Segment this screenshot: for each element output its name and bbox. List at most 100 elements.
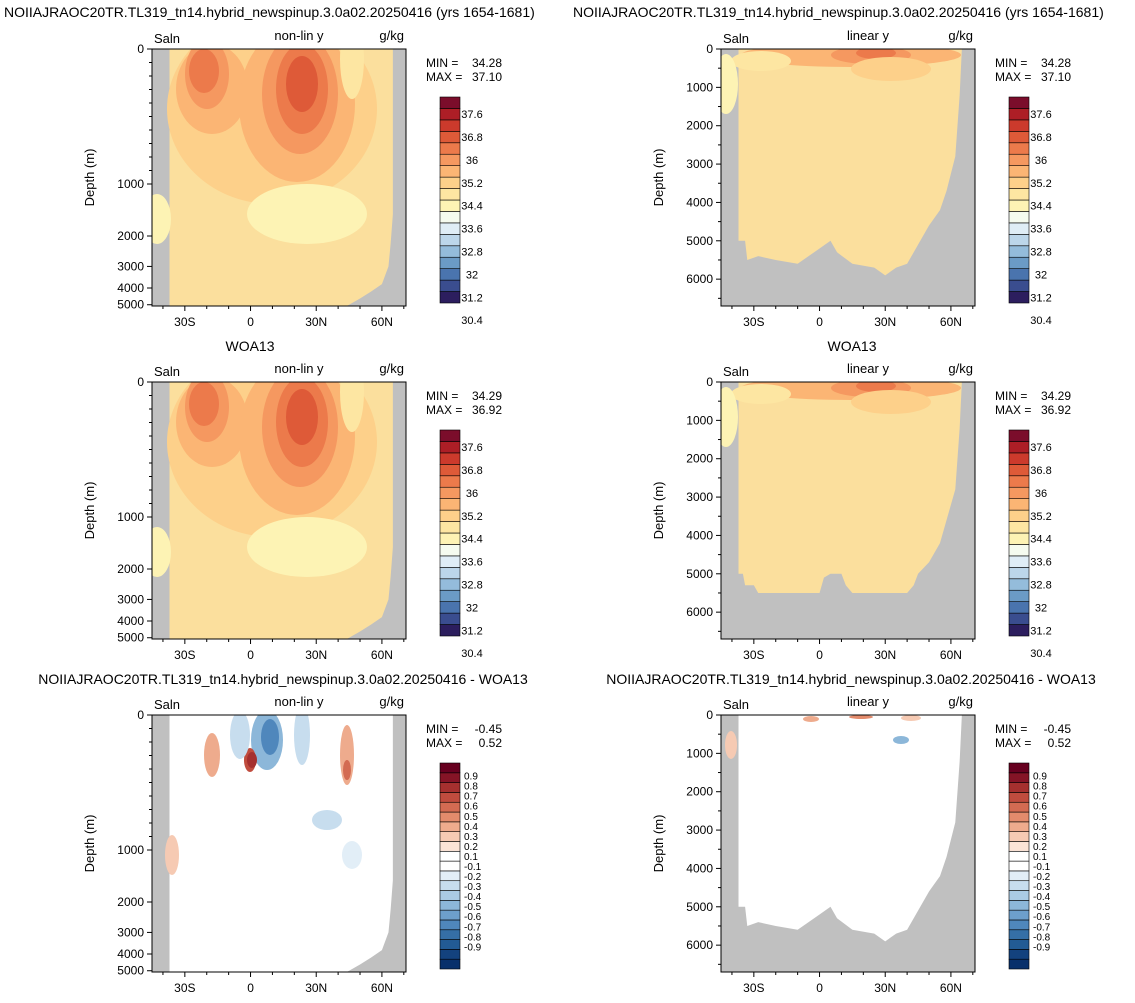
y-tick-label: 0 — [137, 708, 144, 722]
y-tick-label: 1000 — [686, 413, 713, 427]
colorbar-label: 32 — [1035, 602, 1047, 614]
colorbar: 37.6 36.8 36 35.2 34.4 33.6 32.8 32 31.2 30.4 — [1008, 96, 1052, 327]
ocean-field — [169, 715, 393, 972]
y-axis-label: Depth (m) — [82, 149, 97, 207]
colorbar-swatch — [439, 211, 461, 224]
contour-fill — [856, 49, 896, 59]
contour-fill — [286, 389, 318, 445]
contour-fill — [849, 715, 873, 719]
y-tick-label: 1000 — [117, 177, 144, 191]
colorbar-swatch — [439, 601, 461, 614]
colorbar-label: -0.7 — [464, 922, 482, 933]
colorbar-swatch — [439, 909, 461, 921]
contour-fill — [901, 715, 921, 721]
colorbar-label: 33.6 — [461, 557, 482, 569]
colorbar-label: 33.6 — [1030, 557, 1051, 569]
field-label: Saln — [154, 31, 180, 46]
colorbar-swatch — [439, 441, 461, 454]
colorbar-swatch — [439, 555, 461, 568]
min-label: MIN = — [426, 722, 458, 736]
colorbar-swatch — [439, 821, 461, 832]
colorbar-swatch — [1008, 949, 1030, 960]
colorbar-label: 37.6 — [461, 109, 482, 121]
colorbar-swatch — [1008, 291, 1030, 304]
colorbar-swatch — [1008, 464, 1030, 477]
max-value: 37.10 — [1041, 70, 1071, 84]
colorbar-label: 31.2 — [461, 292, 482, 304]
x-tick-label: 60N — [940, 315, 962, 329]
x-tick-label: 30N — [305, 315, 327, 329]
colorbar-swatch — [1008, 142, 1030, 155]
x-tick-label: 60N — [940, 648, 962, 662]
colorbar-swatch — [1008, 624, 1030, 637]
max-label: MAX = — [426, 403, 462, 417]
x-tick-label: 60N — [371, 981, 393, 995]
colorbar-swatch — [1008, 475, 1030, 488]
contour-fill — [731, 384, 791, 404]
colorbar-swatch — [439, 841, 461, 852]
colorbar-swatch — [1008, 762, 1030, 774]
colorbar-label: 0.9 — [1033, 772, 1047, 783]
contour-fill — [803, 716, 819, 722]
ocean-field — [738, 382, 962, 593]
colorbar-swatch — [439, 782, 461, 793]
colorbar-swatch — [439, 245, 461, 258]
colorbar-label: 34.4 — [1030, 534, 1051, 546]
colorbar-swatch — [439, 544, 461, 557]
y-axis-label: Depth (m) — [82, 482, 97, 540]
colorbar-swatch — [439, 521, 461, 534]
y-tick-label: 5000 — [686, 234, 713, 248]
colorbar-swatch — [1008, 860, 1030, 872]
contour-fill — [294, 715, 310, 765]
colorbar-swatch — [1008, 544, 1030, 557]
y-tick-label: 0 — [706, 375, 713, 389]
x-tick-label: 60N — [371, 315, 393, 329]
y-tick-label: 2000 — [117, 895, 144, 909]
right-title-row3: NOIIAJRAOC20TR.TL319_tn14.hybrid_newspin… — [606, 671, 1096, 687]
axes-frame — [720, 714, 976, 973]
max-label: MAX = — [995, 403, 1031, 417]
colorbar-label: 33.6 — [461, 224, 482, 236]
colorbar-swatch — [439, 850, 461, 862]
colorbar-swatch — [1008, 939, 1030, 950]
y-tick-label: 1000 — [686, 80, 713, 94]
y-tick-label: 4000 — [117, 281, 144, 295]
colorbar-label: 30.4 — [461, 315, 482, 327]
units-label: g/kg — [948, 361, 973, 376]
field-label: Saln — [723, 697, 749, 712]
colorbar-label: 36 — [466, 155, 478, 167]
x-tick-label: 30S — [174, 648, 195, 662]
min-label: MIN = — [426, 389, 458, 403]
colorbar-label: -0.6 — [464, 912, 482, 923]
y-tick-label: 5000 — [686, 900, 713, 914]
colorbar-label: 0.7 — [1033, 792, 1047, 803]
units-label: g/kg — [379, 28, 404, 43]
y-axis-label: Depth (m) — [82, 815, 97, 873]
colorbar-label: 0.6 — [1033, 802, 1047, 813]
colorbar-label: 32.8 — [461, 580, 482, 592]
colorbar-label: -0.2 — [1033, 872, 1051, 883]
x-tick-label: 30S — [743, 981, 764, 995]
colorbar-swatch — [439, 153, 461, 166]
colorbar-swatch — [439, 165, 461, 178]
colorbar-swatch — [1008, 279, 1030, 292]
y-tick-label: 2000 — [686, 785, 713, 799]
units-label: g/kg — [948, 694, 973, 709]
colorbar-label: 0.3 — [464, 832, 478, 843]
colorbar-swatch — [1008, 919, 1030, 931]
colorbar-swatch — [439, 772, 461, 783]
scale-label: linear y — [847, 694, 889, 709]
colorbar-label: 32.8 — [1030, 247, 1051, 259]
y-tick-label: 2000 — [686, 119, 713, 133]
colorbar: 37.6 36.8 36 35.2 34.4 33.6 32.8 32 31.2 30.4 — [439, 429, 483, 660]
colorbar-swatch — [1008, 772, 1030, 783]
panel-middle-left: 0 1000 2000 3000 4000 5000 30S 0 30N 60N Depth (m)… — [82, 361, 502, 662]
y-axis-label: Depth (m) — [651, 149, 666, 207]
colorbar-swatch — [439, 188, 461, 201]
colorbar-label: 0.5 — [1033, 812, 1047, 823]
left-title-row1: NOIIAJRAOC20TR.TL319_tn14.hybrid_newspin… — [4, 4, 535, 20]
colorbar-swatch — [1008, 589, 1030, 602]
colorbar-swatch — [1008, 176, 1030, 189]
colorbar-label: 37.6 — [461, 442, 482, 454]
y-tick-label: 4000 — [117, 947, 144, 961]
